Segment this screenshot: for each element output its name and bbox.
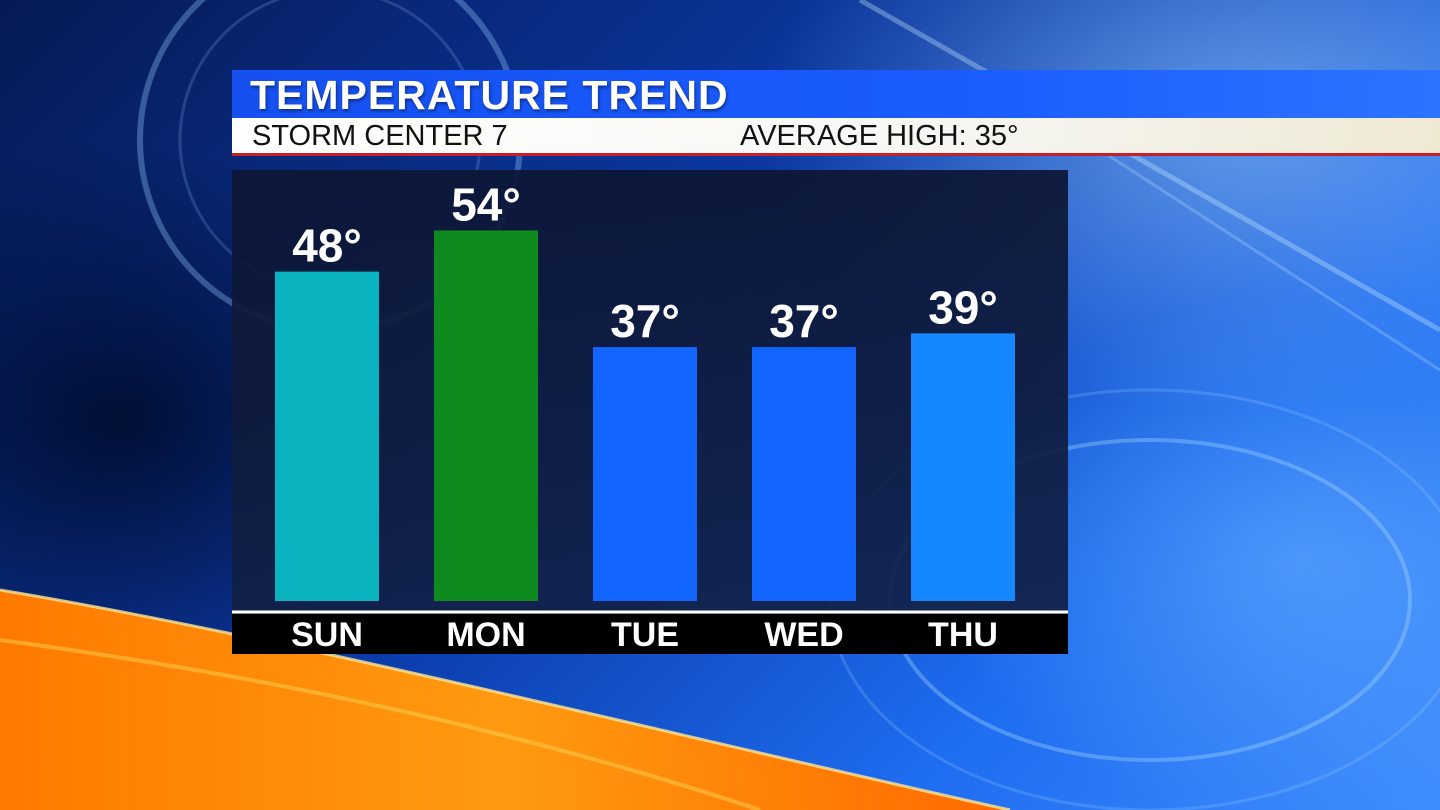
category-label-sun: SUN <box>291 616 363 654</box>
value-label-thu: 39° <box>928 281 998 333</box>
title-bar: TEMPERATURE TREND <box>232 70 1440 118</box>
value-label-mon: 54° <box>451 178 521 230</box>
value-label-sun: 48° <box>292 220 362 272</box>
category-label-wed: WED <box>764 616 843 654</box>
average-high: AVERAGE HIGH: 35° <box>740 120 1019 152</box>
category-label-tue: TUE <box>611 616 679 654</box>
bar-chart: 48° SUN 54° MON 37° TUE 37° WED 39° THU <box>232 178 1068 654</box>
bar-sun <box>275 271 379 601</box>
value-label-wed: 37° <box>769 295 839 347</box>
bar-mon <box>434 230 538 602</box>
value-label-tue: 37° <box>610 295 680 347</box>
category-axis-strip <box>232 614 1068 654</box>
page-title: TEMPERATURE TREND <box>250 72 729 118</box>
subtitle-bar: STORM CENTER 7 AVERAGE HIGH: 35° <box>232 118 1440 156</box>
station-name: STORM CENTER 7 <box>252 120 508 152</box>
chart-panel: 48° SUN 54° MON 37° TUE 37° WED 39° THU <box>232 170 1068 654</box>
bar-wed <box>752 347 856 601</box>
category-label-mon: MON <box>446 616 525 654</box>
category-label-thu: THU <box>928 616 998 654</box>
bar-thu <box>911 333 1015 601</box>
bar-tue <box>593 347 697 601</box>
